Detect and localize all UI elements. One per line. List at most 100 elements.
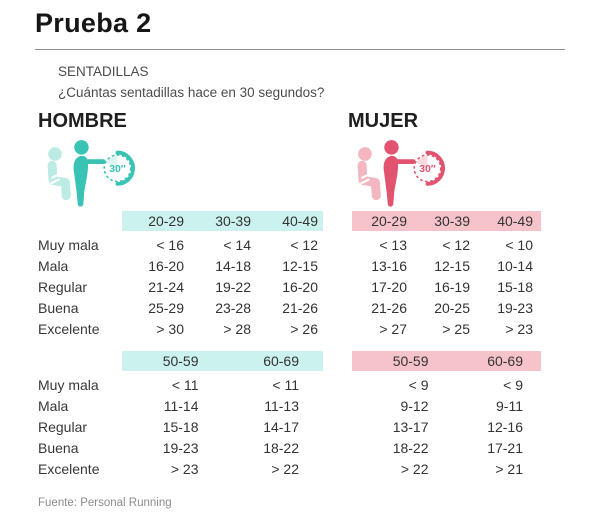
value-cell: 9-12 xyxy=(400,398,429,414)
test-name: SENTADILLAS xyxy=(58,64,149,79)
value-cell: < 9 xyxy=(503,377,523,393)
age-group-header: 40-49 xyxy=(282,213,318,229)
value-cell: > 26 xyxy=(290,321,318,337)
value-cell: > 30 xyxy=(156,321,184,337)
timer-seconds-label: 30″ xyxy=(109,164,126,175)
spacer xyxy=(323,235,352,256)
rating-table-band-20-29-30-39-40-49: 20-29 30-39 40-49 20-29 30-39 40-49 Muy mala < … xyxy=(38,211,568,340)
male-value-cells: < 16 < 14 < 12 xyxy=(122,235,323,256)
age-group-header: 60-69 xyxy=(487,353,523,369)
female-value-cells: < 13 < 12 < 10 xyxy=(352,235,541,256)
value-cell: < 11 xyxy=(272,377,299,393)
female-squat-timer-illustration: 30″ xyxy=(350,136,450,208)
value-cell: 19-23 xyxy=(162,440,199,456)
female-value-cells: < 9 < 9 xyxy=(352,375,541,396)
value-cell: 16-20 xyxy=(148,258,184,274)
row-label: Excelente xyxy=(38,461,100,477)
spacer xyxy=(323,211,352,235)
row-label: Regular xyxy=(38,279,88,295)
stopwatch-30s-icon: 30″ xyxy=(413,150,445,186)
standing-person-icon xyxy=(383,140,416,207)
value-cell: 21-24 xyxy=(148,279,184,295)
test-subtitle: SENTADILLAS ¿Cuántas sentadillas hace en… xyxy=(58,61,324,103)
female-value-cells: > 27 > 25 > 23 xyxy=(352,319,541,340)
age-group-header: 50-59 xyxy=(392,353,429,369)
value-cell: > 22 xyxy=(400,461,429,477)
female-value-cells: 13-17 12-16 xyxy=(352,417,541,438)
male-value-cells: > 30 > 28 > 26 xyxy=(122,319,323,340)
row-label: Muy mala xyxy=(38,377,99,393)
spacer xyxy=(323,438,352,459)
value-cell: 17-20 xyxy=(371,279,407,295)
value-cell: < 12 xyxy=(442,237,470,253)
value-cell: > 23 xyxy=(170,461,199,477)
value-cell: < 13 xyxy=(379,237,407,253)
value-cell: > 27 xyxy=(379,321,407,337)
male-squat-timer-illustration: 30″ xyxy=(40,136,140,208)
age-group-header: 30-39 xyxy=(215,213,251,229)
value-cell: 19-22 xyxy=(215,279,251,295)
spacer xyxy=(323,256,352,277)
stopwatch-30s-icon: 30″ xyxy=(103,150,135,186)
female-value-cells: 9-12 9-11 xyxy=(352,396,541,417)
value-cell: 12-15 xyxy=(282,258,318,274)
source-note: Fuente: Personal Running xyxy=(38,497,172,509)
value-cell: 18-22 xyxy=(392,440,429,456)
value-cell: 20-25 xyxy=(434,300,470,316)
male-value-cells: 19-23 18-22 xyxy=(122,438,323,459)
row-label: Mala xyxy=(38,258,69,274)
age-group-header: 20-29 xyxy=(371,213,407,229)
spacer xyxy=(323,459,352,480)
female-section: MUJER 30″ xyxy=(348,110,450,208)
corner-cell xyxy=(38,211,122,235)
female-section-title: MUJER xyxy=(348,110,419,132)
value-cell: 21-26 xyxy=(282,300,318,316)
value-cell: 14-17 xyxy=(263,419,299,435)
value-cell: 16-20 xyxy=(282,279,318,295)
value-cell: > 25 xyxy=(442,321,470,337)
female-value-cells: 18-22 17-21 xyxy=(352,438,541,459)
spacer xyxy=(323,319,352,340)
row-label: Muy mala xyxy=(38,237,99,253)
male-value-cells: 25-29 23-28 21-26 xyxy=(122,298,323,319)
age-group-header: 40-49 xyxy=(497,213,533,229)
row-label: Regular xyxy=(38,419,88,435)
value-cell: 21-26 xyxy=(371,300,407,316)
spacer xyxy=(323,298,352,319)
value-cell: < 12 xyxy=(290,237,318,253)
row-label: Excelente xyxy=(38,321,100,337)
value-cell: > 21 xyxy=(495,461,523,477)
value-cell: 12-15 xyxy=(434,258,470,274)
spacer xyxy=(323,375,352,396)
spacer xyxy=(323,396,352,417)
value-cell: 15-18 xyxy=(497,279,533,295)
age-group-header: 20-29 xyxy=(148,213,184,229)
value-cell: > 22 xyxy=(271,461,299,477)
value-cell: < 16 xyxy=(156,237,184,253)
age-group-header: 60-69 xyxy=(263,353,299,369)
male-value-cells: 11-14 11-13 xyxy=(122,396,323,417)
male-value-cells: 16-20 14-18 12-15 xyxy=(122,256,323,277)
value-cell: 13-16 xyxy=(371,258,407,274)
squatting-person-icon xyxy=(357,147,381,201)
female-age-group-headers: 50-59 60-69 xyxy=(352,351,541,371)
male-value-cells: 21-24 19-22 16-20 xyxy=(122,277,323,298)
value-cell: 17-21 xyxy=(487,440,523,456)
value-cell: 10-14 xyxy=(497,258,533,274)
value-cell: 11-14 xyxy=(163,398,199,414)
title-divider xyxy=(35,49,565,50)
value-cell: 18-22 xyxy=(263,440,299,456)
male-value-cells: < 11 < 11 xyxy=(122,375,323,396)
value-cell: 12-16 xyxy=(487,419,523,435)
row-label: Mala xyxy=(38,398,69,414)
value-cell: 23-28 xyxy=(215,300,251,316)
value-cell: > 23 xyxy=(505,321,533,337)
value-cell: 11-13 xyxy=(264,398,299,414)
timer-seconds-label: 30″ xyxy=(419,164,436,175)
value-cell: < 11 xyxy=(171,377,199,393)
value-cell: 9-11 xyxy=(496,398,523,414)
standing-person-icon xyxy=(73,140,106,207)
value-cell: > 28 xyxy=(223,321,251,337)
page-title: Prueba 2 xyxy=(35,8,152,38)
